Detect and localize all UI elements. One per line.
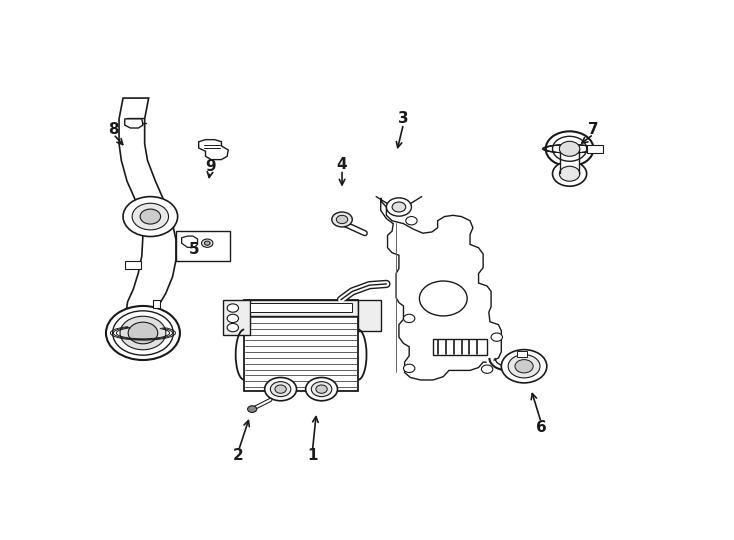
Circle shape: [227, 304, 239, 312]
Text: 9: 9: [205, 159, 215, 174]
Bar: [517, 351, 528, 357]
Circle shape: [204, 241, 210, 245]
Circle shape: [120, 316, 166, 350]
Circle shape: [406, 217, 417, 225]
Bar: [250, 303, 352, 312]
Circle shape: [559, 141, 580, 156]
Bar: [244, 300, 358, 391]
Polygon shape: [119, 98, 176, 319]
Circle shape: [202, 239, 213, 247]
Bar: [153, 300, 160, 308]
Circle shape: [311, 382, 332, 396]
Bar: [358, 300, 381, 331]
Circle shape: [316, 385, 327, 393]
Text: 7: 7: [588, 122, 599, 137]
Polygon shape: [199, 140, 228, 160]
Bar: [561, 149, 578, 173]
Circle shape: [386, 198, 412, 216]
Text: 6: 6: [536, 420, 547, 435]
Circle shape: [404, 364, 415, 373]
Circle shape: [227, 323, 239, 332]
Circle shape: [559, 166, 580, 181]
Circle shape: [482, 365, 493, 373]
Bar: [176, 231, 230, 261]
Circle shape: [275, 385, 286, 393]
Text: 1: 1: [308, 448, 318, 463]
Bar: [586, 145, 603, 153]
Circle shape: [112, 311, 173, 355]
Bar: [222, 300, 250, 335]
Bar: [244, 300, 358, 315]
Text: 5: 5: [189, 242, 200, 258]
Polygon shape: [381, 198, 501, 380]
Circle shape: [336, 215, 348, 224]
Circle shape: [501, 349, 547, 383]
Circle shape: [123, 197, 178, 237]
Circle shape: [419, 281, 468, 316]
Circle shape: [247, 406, 257, 413]
Bar: [125, 261, 141, 268]
Circle shape: [491, 333, 503, 341]
Circle shape: [265, 377, 297, 401]
Circle shape: [545, 131, 594, 166]
Circle shape: [270, 382, 291, 396]
Circle shape: [106, 306, 180, 360]
Circle shape: [140, 209, 161, 224]
Text: 2: 2: [233, 448, 244, 463]
Circle shape: [553, 136, 586, 161]
Text: 8: 8: [108, 122, 119, 137]
Polygon shape: [125, 119, 143, 128]
Circle shape: [404, 314, 415, 322]
Circle shape: [305, 377, 338, 401]
Text: 4: 4: [337, 157, 347, 172]
Circle shape: [508, 355, 540, 378]
Circle shape: [392, 202, 406, 212]
Circle shape: [515, 360, 533, 373]
Bar: [433, 339, 487, 355]
Circle shape: [332, 212, 352, 227]
Circle shape: [227, 314, 239, 322]
Circle shape: [553, 161, 586, 186]
Polygon shape: [181, 236, 197, 247]
Circle shape: [128, 322, 158, 344]
Circle shape: [132, 203, 169, 230]
Text: 3: 3: [398, 111, 409, 126]
